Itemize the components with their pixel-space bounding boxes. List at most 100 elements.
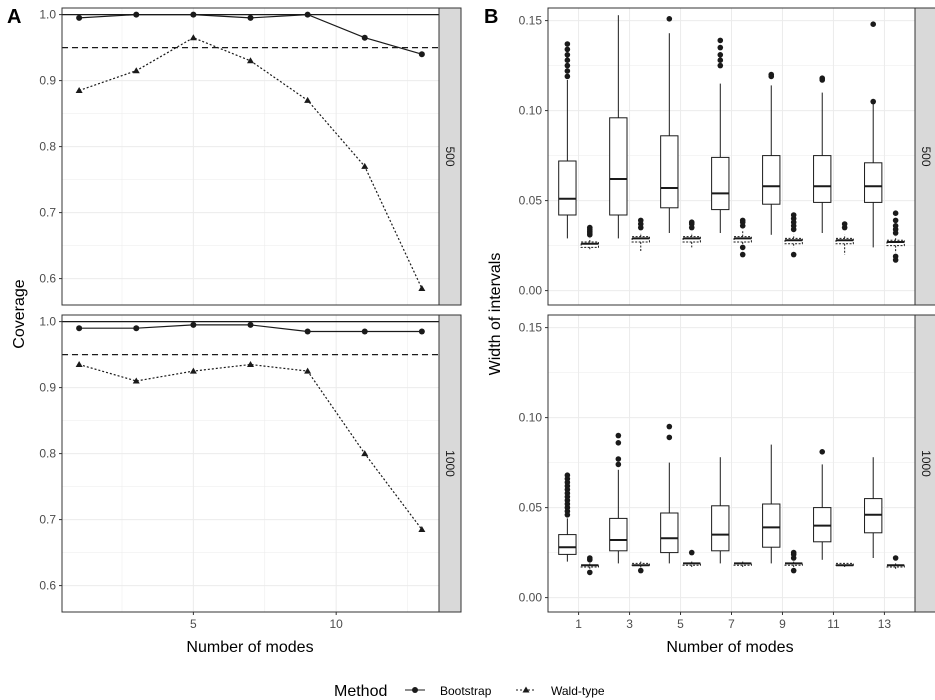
box-outlier [615, 461, 622, 468]
box-outlier [564, 472, 571, 479]
x-tick-label: 5 [677, 617, 684, 631]
strip-a-label: 1000 [443, 450, 457, 477]
box-outlier [819, 75, 826, 81]
box-outlier [790, 251, 797, 258]
y-tick-label: 0.15 [519, 321, 543, 335]
legend-wald-label: Wald-type [551, 684, 605, 698]
box-outlier [564, 41, 571, 47]
bootstrap-point [76, 14, 83, 21]
wald-point [418, 285, 426, 291]
bootstrap-point [76, 325, 83, 332]
y-tick-label: 0.8 [39, 140, 56, 154]
box-outlier [637, 567, 644, 574]
y-tick-label: 0.9 [39, 381, 56, 395]
box-outlier [870, 21, 877, 28]
strip-a-label: 500 [443, 146, 457, 166]
x-tick-label: 9 [779, 617, 786, 631]
strip-b-label: 500 [919, 146, 933, 166]
bootstrap-point [418, 51, 425, 58]
wald-point [75, 361, 83, 367]
panel-a-facet-500: 500 0.6 0.7 0.8 0.9 1.0 [39, 7, 462, 306]
box-outlier [688, 219, 695, 225]
bootstrap-box [609, 117, 628, 216]
panel-b-xlabel: Number of modes [666, 639, 793, 656]
strip-b-label: 1000 [919, 450, 933, 477]
bootstrap-point [304, 11, 311, 18]
box-outlier [790, 549, 797, 556]
wald-point [304, 96, 312, 103]
box-outlier [564, 68, 571, 74]
box-outlier [870, 98, 877, 105]
box-outlier [892, 217, 899, 224]
bootstrap-box [864, 162, 883, 203]
y-tick-label: 1.0 [39, 315, 56, 329]
box-outlier [564, 57, 571, 63]
y-tick-label: 0.05 [519, 501, 543, 515]
bootstrap-box [660, 135, 679, 209]
x-tick-label: 7 [728, 617, 735, 631]
bootstrap-point [361, 328, 368, 335]
y-tick-label: 0.00 [519, 591, 543, 605]
panel-a-xlabel: Number of modes [186, 639, 313, 656]
box-outlier [586, 224, 593, 231]
legend-item-wald: Wald-type [516, 684, 605, 698]
x-tick-label: 3 [626, 617, 633, 631]
box-outlier [564, 73, 571, 80]
bootstrap-point [190, 11, 197, 18]
box-outlier [717, 44, 724, 51]
y-tick-label: 0.9 [39, 74, 56, 88]
strip-a-background [438, 7, 462, 306]
bootstrap-box [609, 517, 628, 552]
strip-a-background [438, 314, 462, 613]
wald-point [247, 361, 254, 367]
wald-point [304, 367, 312, 374]
box-outlier [790, 567, 797, 574]
bootstrap-box [813, 155, 832, 203]
bootstrap-box [711, 505, 730, 552]
x-tick-label: 1 [575, 617, 582, 631]
box-outlier [586, 569, 593, 576]
bootstrap-box [558, 534, 577, 555]
panel-a-facet-1000: 1000 0.6 0.7 0.8 0.9 1.0 5 10 [39, 314, 462, 631]
legend: Method Bootstrap Wald-type [334, 683, 605, 700]
legend-bootstrap-label: Bootstrap [440, 684, 492, 698]
box-outlier [666, 15, 673, 22]
box-outlier [768, 71, 775, 78]
box-outlier [615, 440, 622, 446]
box-outlier [819, 449, 826, 455]
bootstrap-box [660, 512, 679, 554]
box-outlier [615, 432, 622, 439]
wald-point [189, 34, 197, 41]
box-outlier [564, 52, 571, 58]
box-outlier [564, 46, 571, 53]
wald-point [361, 162, 369, 169]
box-outlier [666, 434, 673, 441]
box-outlier [739, 244, 746, 251]
bootstrap-point [361, 34, 368, 41]
box-outlier [790, 212, 797, 218]
box-outlier [841, 221, 848, 227]
wald-point [132, 67, 140, 74]
bootstrap-point [133, 325, 140, 332]
box-outlier [564, 62, 571, 69]
panel-a-ylabel: Coverage [11, 279, 28, 348]
panel-a-letter: A [7, 6, 21, 28]
x-tick-label: 13 [878, 617, 892, 631]
box-outlier [666, 423, 673, 430]
wald-point [247, 57, 254, 64]
y-tick-label: 0.6 [39, 272, 56, 286]
bootstrap-point [190, 321, 197, 328]
bootstrap-box [762, 503, 781, 548]
box-outlier [717, 57, 724, 63]
box-outlier [739, 251, 746, 258]
strip-b-background [914, 314, 935, 613]
bootstrap-box [711, 156, 730, 211]
bootstrap-point [133, 11, 140, 18]
wald-point [75, 87, 83, 93]
y-tick-label: 0.7 [39, 206, 56, 220]
strip-b-background [914, 7, 935, 306]
x-tick-label: 10 [330, 617, 344, 631]
legend-title: Method [334, 683, 387, 700]
box-outlier [717, 52, 724, 58]
